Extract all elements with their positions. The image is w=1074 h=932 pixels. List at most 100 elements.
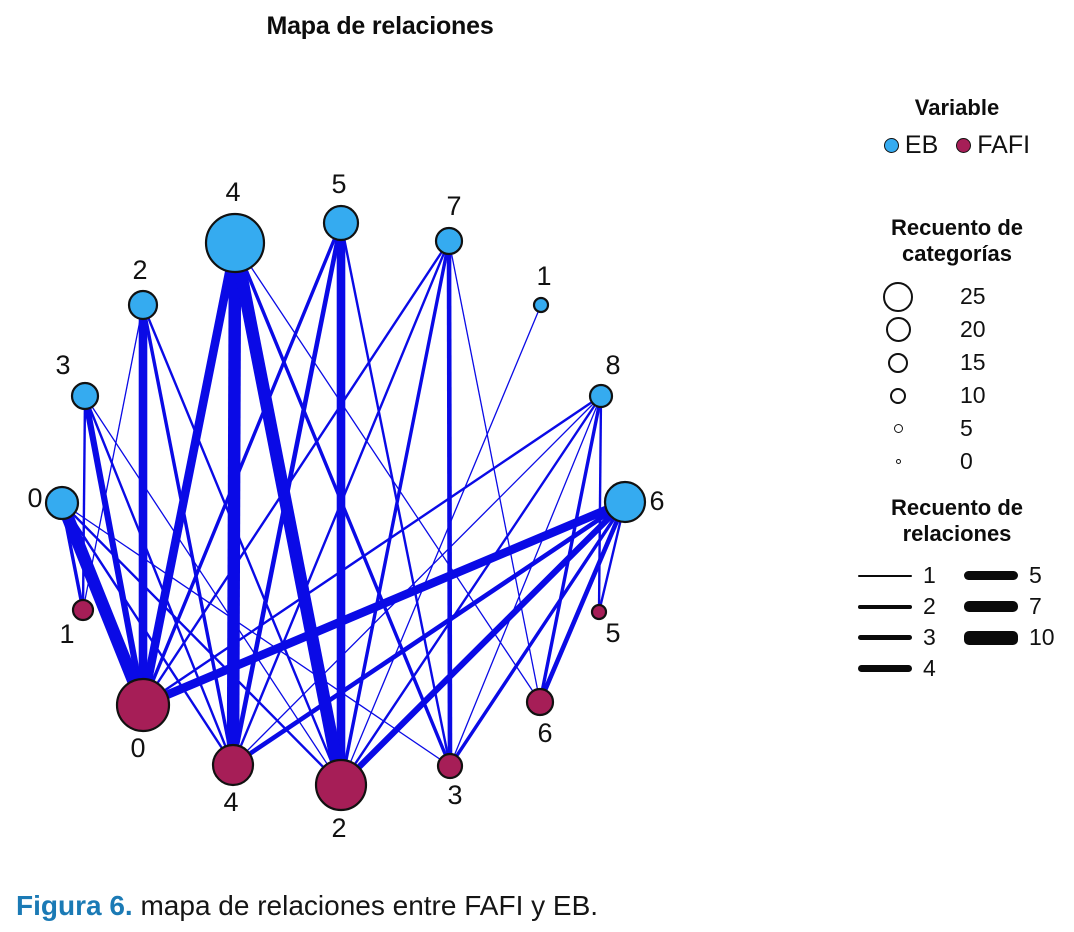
network-edge — [340, 304, 542, 786]
network-node-label-eb-4: 4 — [225, 177, 240, 207]
network-node-fafi-0[interactable] — [115, 677, 171, 733]
network-node-eb-5[interactable] — [322, 204, 360, 242]
network-node-eb-1[interactable] — [532, 296, 550, 314]
network-node-label-fafi-3: 3 — [447, 780, 462, 810]
network-node-eb-3[interactable] — [70, 381, 100, 411]
network-edge — [339, 222, 452, 767]
relationship-network-graph: 0 1 2 3 4 5 6 7 8 0 1 2 3 4 5 6 — [27, 169, 664, 843]
legend-width-row: 2 — [852, 591, 958, 622]
network-node-label-eb-7: 7 — [446, 191, 461, 221]
size-circle-icon — [893, 424, 903, 434]
network-edge — [81, 395, 147, 706]
network-node-fafi-5[interactable] — [590, 603, 608, 621]
network-node-label-eb-2: 2 — [132, 255, 147, 285]
legend-variable-label: EB — [904, 130, 939, 159]
width-line-icon — [964, 601, 1018, 613]
width-line-icon — [858, 604, 912, 609]
network-edge — [142, 395, 602, 706]
network-node-label-fafi-4: 4 — [223, 787, 238, 817]
network-edge — [339, 240, 451, 786]
legend-size-value: 5 — [960, 415, 973, 442]
size-circle-icon — [883, 281, 913, 312]
legend-width-line-cell — [852, 665, 918, 673]
network-edge — [448, 240, 541, 703]
network-node-label-fafi-0: 0 — [130, 733, 145, 763]
legend-variable-label: FAFI — [977, 130, 1031, 159]
legend-panel: Variable EB FAFI Recuento de categorías 2… — [840, 95, 1074, 715]
network-edge — [141, 222, 343, 706]
legend-width-columns: 1 2 3 4 5 7 10 — [840, 560, 1074, 684]
circle-marker-icon — [883, 137, 899, 153]
network-node-fafi-2[interactable] — [314, 758, 368, 812]
legend-width-value: 1 — [923, 562, 936, 589]
legend-size-circle-cell — [840, 281, 956, 312]
network-node-eb-4[interactable] — [204, 212, 266, 274]
network-node-label-eb-5: 5 — [331, 169, 346, 199]
legend-width-line-cell — [852, 604, 918, 609]
legend-width-value: 2 — [923, 593, 936, 620]
network-node-eb-8[interactable] — [588, 383, 614, 409]
network-edge — [61, 502, 342, 786]
network-edge — [446, 240, 453, 767]
legend-variable-item-eb[interactable]: EB — [883, 130, 939, 160]
network-node-eb-7[interactable] — [434, 226, 464, 256]
legend-width-line-cell — [852, 635, 918, 641]
legend-width-title-line2: relaciones — [902, 520, 1012, 546]
legend-size-value: 10 — [960, 382, 986, 409]
legend-width-block: Recuento de relaciones 1 2 3 4 5 7 10 — [840, 495, 1074, 684]
network-node-eb-6[interactable] — [603, 480, 647, 524]
network-edge — [60, 502, 235, 766]
legend-width-line-cell — [958, 601, 1024, 613]
network-edge — [234, 242, 541, 703]
network-edge — [141, 498, 627, 709]
width-line-icon — [964, 571, 1018, 581]
legend-variable-item-fafi[interactable]: FAFI — [956, 131, 1030, 160]
network-edge — [448, 501, 627, 767]
legend-width-row: 7 — [958, 591, 1064, 622]
legend-size-title-line1: Recuento de — [890, 215, 1024, 240]
width-line-icon — [858, 635, 912, 641]
network-edge — [231, 500, 627, 767]
legend-size-block: Recuento de categorías 25 20 15 10 5 0 — [840, 215, 1074, 478]
network-edge — [82, 304, 144, 611]
legend-width-value: 4 — [923, 655, 936, 682]
network-edge — [141, 304, 235, 766]
network-nodes-layer — [44, 204, 647, 812]
figure-caption-label: Figura 6. — [16, 890, 133, 921]
legend-width-row: 10 — [958, 622, 1064, 653]
legend-width-value: 7 — [1029, 593, 1042, 620]
legend-size-row: 5 — [840, 412, 1074, 445]
legend-size-circle-cell — [840, 317, 956, 343]
network-node-fafi-4[interactable] — [211, 743, 255, 787]
legend-width-value: 10 — [1029, 624, 1055, 651]
legend-size-value: 0 — [960, 448, 973, 475]
legend-width-value: 5 — [1029, 562, 1042, 589]
legend-size-row: 0 — [840, 445, 1074, 478]
size-circle-icon — [890, 387, 906, 404]
width-line-icon — [964, 630, 1018, 645]
network-node-eb-2[interactable] — [127, 289, 159, 321]
network-edge — [138, 242, 240, 706]
network-edge — [81, 395, 87, 611]
network-node-fafi-3[interactable] — [436, 752, 464, 780]
legend-width-row: 3 — [852, 622, 958, 653]
legend-size-value: 25 — [960, 283, 986, 310]
network-edge — [338, 499, 628, 788]
network-node-labels-layer: 0 1 2 3 4 5 6 7 8 0 1 2 3 4 5 6 — [27, 169, 664, 843]
network-edge — [232, 395, 602, 766]
figure-caption: Figura 6. mapa de relaciones entre FAFI … — [16, 890, 1056, 922]
network-edge — [56, 500, 149, 708]
network-node-fafi-6[interactable] — [525, 687, 555, 717]
network-node-label-fafi-2: 2 — [331, 813, 346, 843]
circle-marker-icon — [956, 137, 972, 153]
legend-size-circle-cell — [840, 387, 956, 404]
legend-width-column-left: 1 2 3 4 — [852, 560, 958, 684]
legend-size-circle-cell — [840, 352, 956, 373]
figure-caption-text: mapa de relaciones entre FAFI y EB. — [132, 890, 599, 921]
network-node-label-eb-3: 3 — [55, 350, 70, 380]
legend-size-title-line2: categorías — [901, 240, 1013, 266]
legend-variable-items: EB FAFI — [840, 131, 1074, 160]
network-node-eb-0[interactable] — [44, 485, 80, 521]
network-node-fafi-1[interactable] — [71, 598, 95, 622]
network-edge — [538, 395, 603, 703]
